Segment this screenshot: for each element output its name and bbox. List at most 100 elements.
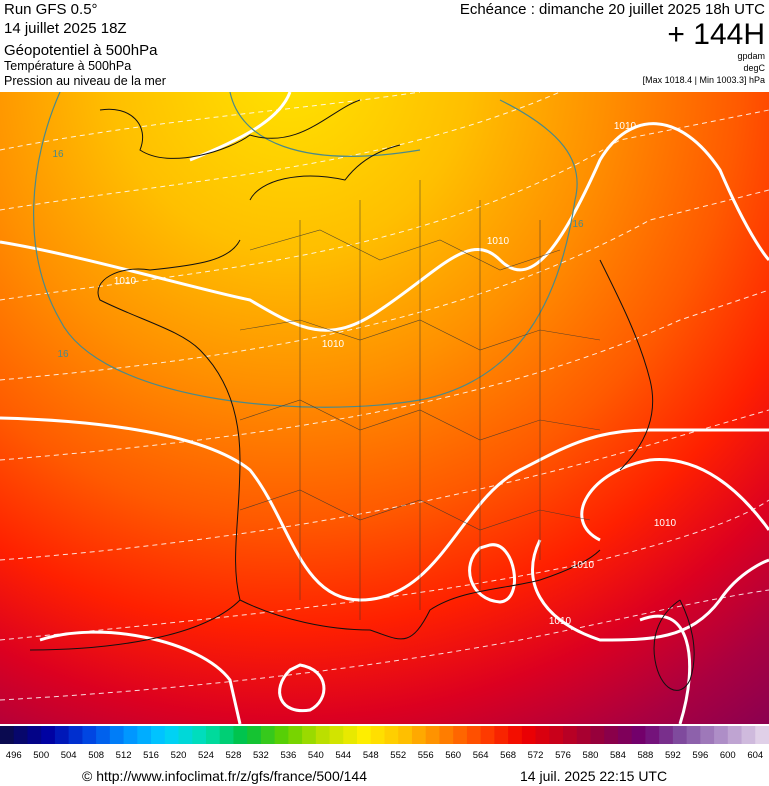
scale-label: 540 — [308, 750, 324, 761]
color-swatch — [604, 726, 619, 744]
scale-label: 560 — [445, 750, 461, 761]
run-date: 14 juillet 2025 18Z — [4, 20, 127, 37]
color-swatch — [727, 726, 743, 744]
color-swatch — [137, 726, 152, 744]
color-swatch — [549, 726, 564, 744]
coastlines — [29, 99, 695, 691]
color-swatch — [411, 726, 427, 744]
color-swatch — [672, 726, 688, 744]
color-swatch — [535, 726, 550, 744]
color-swatch — [384, 726, 399, 744]
scale-label: 508 — [88, 750, 104, 761]
color-swatch — [233, 726, 248, 744]
color-swatch — [357, 726, 372, 744]
scale-label: 564 — [473, 750, 489, 761]
temperature-isotherms — [33, 92, 578, 408]
color-swatch — [260, 726, 276, 744]
contour-label: 16 — [52, 149, 64, 160]
scale-label: 500 — [33, 750, 49, 761]
scale-label: 544 — [335, 750, 351, 761]
isobars — [0, 92, 769, 724]
color-swatch — [164, 726, 180, 744]
scale-label: 528 — [226, 750, 242, 761]
forecast-time: Echéance : dimanche 20 juillet 2025 18h … — [460, 1, 765, 18]
color-swatch — [205, 726, 221, 744]
scale-label: 496 — [6, 750, 22, 761]
color-swatch — [741, 726, 756, 744]
color-swatch — [617, 726, 633, 744]
color-swatch — [123, 726, 138, 744]
header: Run GFS 0.5° 14 juillet 2025 18Z Géopote… — [4, 1, 766, 88]
geopotential-contours — [0, 92, 769, 701]
color-swatch — [576, 726, 591, 744]
color-swatch — [686, 726, 701, 744]
contour-label: 1010 — [614, 121, 637, 132]
scale-label: 588 — [637, 750, 653, 761]
color-swatch — [700, 726, 715, 744]
color-swatch — [274, 726, 289, 744]
color-swatch — [82, 726, 97, 744]
scale-label: 604 — [747, 750, 763, 761]
color-swatch — [631, 726, 646, 744]
color-swatch — [453, 726, 468, 744]
scale-label: 576 — [555, 750, 571, 761]
color-swatch — [508, 726, 523, 744]
color-swatch — [494, 726, 509, 744]
borders — [239, 180, 601, 620]
color-swatch — [590, 726, 605, 744]
run-label: Run GFS 0.5° — [4, 1, 98, 18]
color-scale: 496 500 504 508 512 516 520 524 528 532 536 540 544 5… — [0, 726, 769, 761]
color-swatch — [0, 726, 15, 744]
scale-label: 536 — [280, 750, 296, 761]
scale-label: 512 — [116, 750, 132, 761]
color-swatch — [370, 726, 385, 744]
color-swatch — [755, 726, 769, 744]
color-swatch — [315, 726, 331, 744]
contour-label: 16 — [572, 219, 584, 230]
color-swatch — [329, 726, 344, 744]
color-swatch — [659, 726, 674, 744]
color-swatch — [54, 726, 70, 744]
color-swatch — [288, 726, 303, 744]
scale-label: 592 — [665, 750, 681, 761]
scale-label: 504 — [61, 750, 77, 761]
contour-label: 1010 — [487, 236, 510, 247]
contour-label: 1010 — [114, 276, 137, 287]
contour-label: 1010 — [572, 560, 595, 571]
scale-label: 568 — [500, 750, 516, 761]
contour-label: 1010 — [322, 339, 345, 350]
field-title: Température à 500hPa — [4, 59, 131, 73]
color-swatch — [398, 726, 413, 744]
field-title: Pression au niveau de la mer — [4, 74, 166, 88]
color-swatch — [68, 726, 83, 744]
lead-time: + 144H — [667, 18, 765, 51]
contour-label: 1010 — [549, 616, 572, 627]
color-swatch — [192, 726, 207, 744]
color-swatch — [645, 726, 660, 744]
color-swatch — [439, 726, 454, 744]
color-swatch — [41, 726, 56, 744]
scale-label: 552 — [390, 750, 406, 761]
color-swatch — [13, 726, 28, 744]
color-swatch — [96, 726, 111, 744]
scale-label: 532 — [253, 750, 269, 761]
scale-label: 600 — [720, 750, 736, 761]
scale-label: 572 — [528, 750, 544, 761]
contour-label: 16 — [57, 349, 69, 360]
temperature-field — [0, 92, 769, 724]
scale-label: 596 — [692, 750, 708, 761]
color-swatch — [109, 726, 125, 744]
scale-label: 580 — [583, 750, 599, 761]
color-swatch — [302, 726, 317, 744]
color-swatch — [343, 726, 358, 744]
scale-label: 548 — [363, 750, 379, 761]
scale-label: 584 — [610, 750, 626, 761]
scale-label: 516 — [143, 750, 159, 761]
contour-label: 1010 — [654, 518, 677, 529]
color-swatch — [466, 726, 482, 744]
source-url: © http://www.infoclimat.fr/z/gfs/france/… — [82, 768, 367, 784]
color-swatch — [521, 726, 537, 744]
color-swatch — [27, 726, 42, 744]
